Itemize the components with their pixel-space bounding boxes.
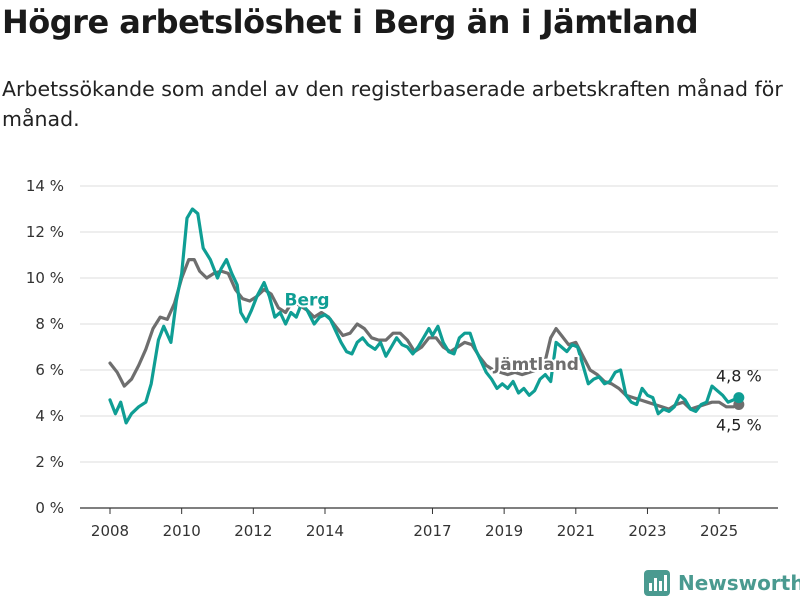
y-axis: 0 % 2 % 4 % 6 % 8 % 10 % 12 % 14 % [26,177,64,517]
chart-subtitle: Arbetssökande som andel av den registerb… [2,77,783,131]
x-axis: 2008 2010 2012 2014 2017 2019 2021 2023 2025 [91,508,738,540]
end-point-berg [733,392,745,404]
y-tick-label: 4 % [35,407,64,425]
x-tick-label: 2008 [91,522,129,540]
x-tick-label: 2010 [163,522,201,540]
series-label-jämtland: Jämtland [493,355,579,375]
x-tick-label: 2014 [306,522,344,540]
end-value-label: 4,5 % [716,416,762,435]
x-tick-label: 2025 [700,522,738,540]
y-tick-label: 0 % [35,499,64,517]
x-tick-label: 2019 [485,522,523,540]
series-labels: Berg 4,8 % Jämtland 4,5 % [283,289,762,435]
chart-title: Högre arbetslöshet i Berg än i Jämtland [2,3,699,41]
newsworthy-logo: Newsworthy [644,566,800,600]
y-tick-label: 2 % [35,453,64,471]
y-tick-label: 10 % [26,269,64,287]
y-tick-label: 8 % [35,315,64,333]
x-tick-label: 2017 [413,522,451,540]
y-tick-label: 6 % [35,361,64,379]
x-tick-label: 2021 [557,522,595,540]
series-label-berg: Berg [285,291,330,311]
x-tick-label: 2012 [234,522,272,540]
series-line-jämtland [108,258,741,411]
series-lines [108,207,745,425]
x-tick-label: 2023 [628,522,666,540]
grid-lines [80,185,778,509]
end-value-label: 4,8 % [716,367,762,386]
bar-chart-icon [644,570,670,596]
series-line-berg [108,207,741,425]
y-tick-label: 12 % [26,223,64,241]
y-tick-label: 14 % [26,177,64,195]
brand-name: Newsworthy [678,571,800,595]
